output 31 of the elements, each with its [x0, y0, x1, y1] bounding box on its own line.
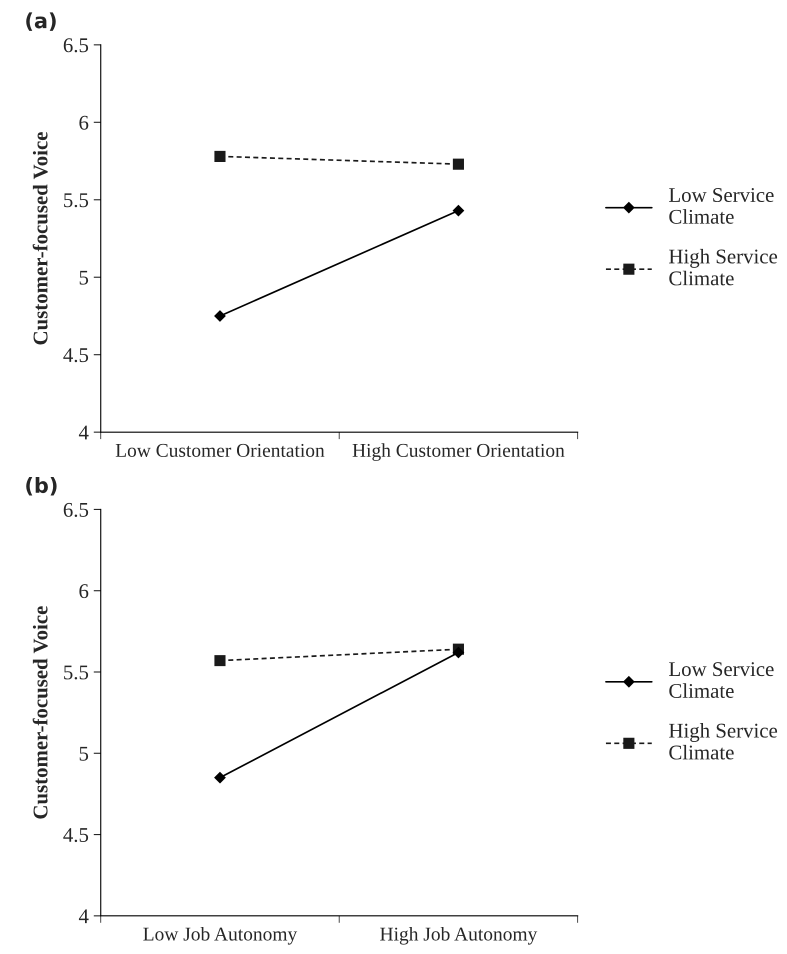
y-tick-label: 5.5	[64, 193, 88, 208]
point	[452, 158, 464, 170]
y-tick-label: 6	[79, 116, 88, 130]
x-tick-label: Low Customer Orientation	[116, 444, 324, 457]
x-tick-label: High Customer Orientation	[352, 443, 565, 461]
y-axis-title: Customer-focused Voice	[32, 132, 48, 344]
legend-label: Low Service Climate	[669, 188, 774, 224]
chart-title: (a)	[26, 12, 56, 31]
chart-title: (b)	[26, 476, 57, 496]
legend-label: High Service Climate	[669, 723, 778, 760]
y-axis-title: Customer-focused Voice	[32, 606, 48, 819]
point	[452, 646, 464, 658]
point	[214, 772, 226, 784]
legend-label: Low Service Climate	[669, 662, 774, 698]
point	[214, 310, 226, 322]
x-tick-label: High Job Autonomy	[380, 926, 538, 945]
x-tick-label: Low Job Autonomy	[143, 926, 298, 945]
y-tick-label: 5	[80, 270, 88, 285]
y-tick-label: 6	[79, 584, 88, 598]
point	[214, 150, 226, 162]
y-tick-label: 4	[78, 426, 89, 440]
y-tick-label: 5.5	[64, 666, 88, 680]
legend-label: High Service Climate	[669, 248, 778, 286]
y-tick-label: 6.5	[64, 38, 88, 52]
y-tick-label: 4.5	[63, 828, 88, 842]
point	[452, 205, 464, 216]
y-tick-label: 4	[78, 909, 89, 924]
y-tick-label: 4.5	[63, 348, 88, 362]
y-tick-label: 6.5	[64, 502, 88, 517]
point	[214, 655, 226, 666]
y-tick-label: 5	[80, 746, 88, 761]
